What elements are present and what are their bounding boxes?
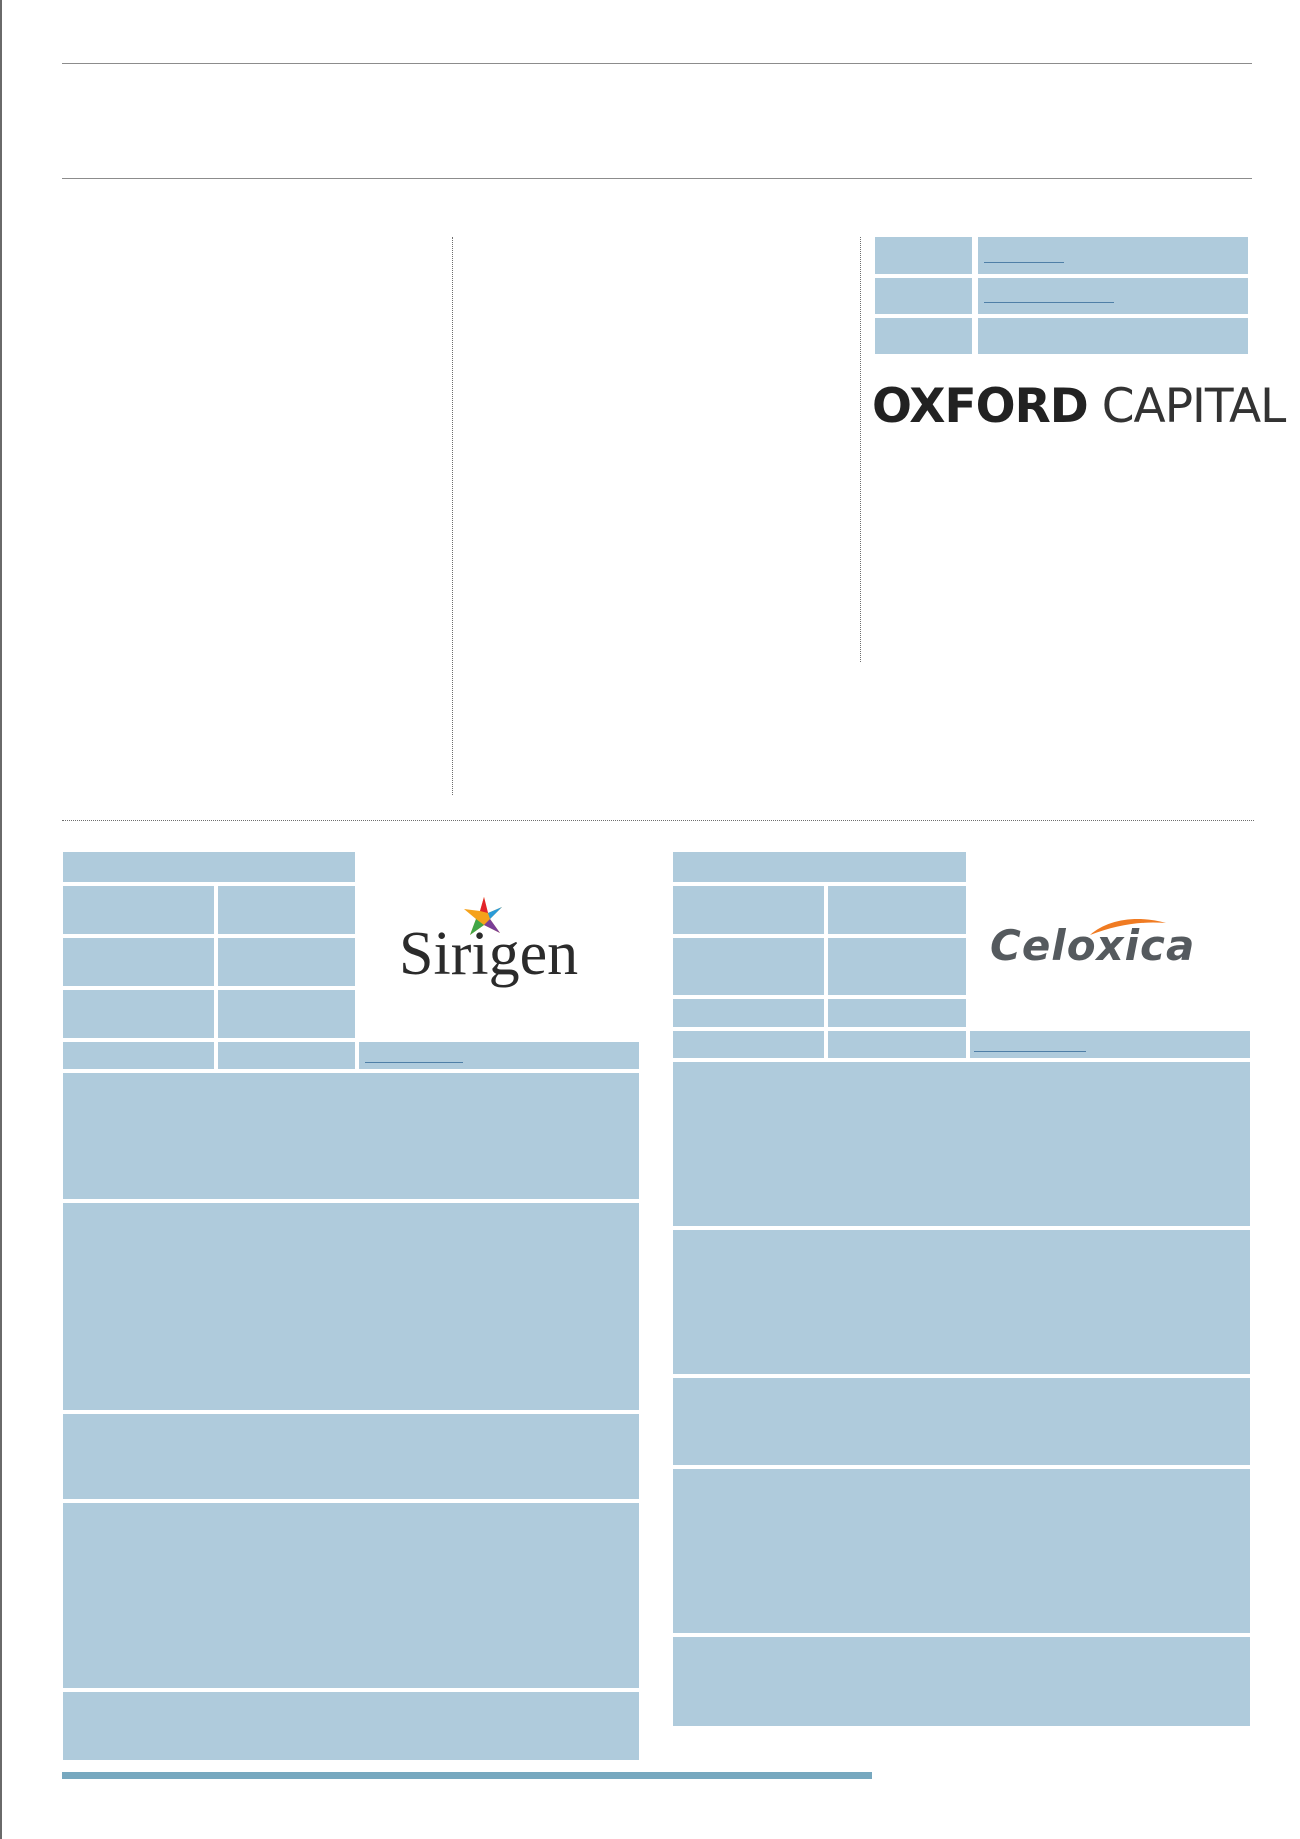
table-cell [673,852,966,882]
table-row [673,1637,1250,1726]
table-cell [828,938,966,995]
link-underline[interactable] [974,1051,1086,1052]
table-row [673,1378,1250,1465]
table-cell [978,278,1248,314]
celoxica-wordmark: Celoxica [990,921,1196,970]
logo-word-capital: CAPITAL [1101,379,1287,434]
link-underline[interactable] [984,262,1064,263]
link-underline[interactable] [365,1062,463,1063]
footer-accent-bar [62,1772,872,1779]
table-cell [875,318,972,354]
star-icon [464,897,502,935]
table-cell [673,1031,824,1058]
table-cell [978,237,1248,274]
header-top-rule [62,63,1252,64]
column-divider-2 [860,237,861,662]
sirigen-logo: Sirigen [396,895,596,995]
oxford-capital-logo: OXFORD CAPITAL [872,383,1286,430]
table-row [63,1692,639,1760]
table-cell [978,318,1248,354]
table-row [63,1503,639,1688]
table-cell [218,1042,355,1069]
table-cell [359,1042,639,1069]
table-cell [970,1031,1250,1058]
table-cell [673,938,824,995]
table-cell [63,1042,214,1069]
sirigen-wordmark: Sirigen [399,920,579,988]
table-cell [673,886,824,934]
table-row [63,1203,639,1410]
table-cell [218,938,355,986]
table-cell [63,990,214,1038]
logo-word-oxford: OXFORD [872,379,1089,434]
column-divider-1 [452,237,453,795]
section-divider [62,820,1254,821]
table-row [63,1414,639,1499]
header-bottom-rule [62,178,1252,179]
table-cell [63,886,214,934]
table-cell [673,999,824,1027]
table-cell [828,999,966,1027]
table-cell [828,1031,966,1058]
table-row [673,1230,1250,1374]
table-cell [63,938,214,986]
table-row [673,1062,1250,1226]
link-underline[interactable] [984,302,1114,303]
table-cell [218,990,355,1038]
table-cell [218,886,355,934]
table-row [673,1469,1250,1633]
table-cell [875,237,972,274]
table-cell [63,852,355,882]
swoosh-icon [1090,919,1166,935]
table-cell [828,886,966,934]
page-left-edge [0,0,2,1839]
celoxica-logo: Celoxica [988,915,1228,975]
table-row [63,1073,639,1199]
table-cell [875,278,972,314]
